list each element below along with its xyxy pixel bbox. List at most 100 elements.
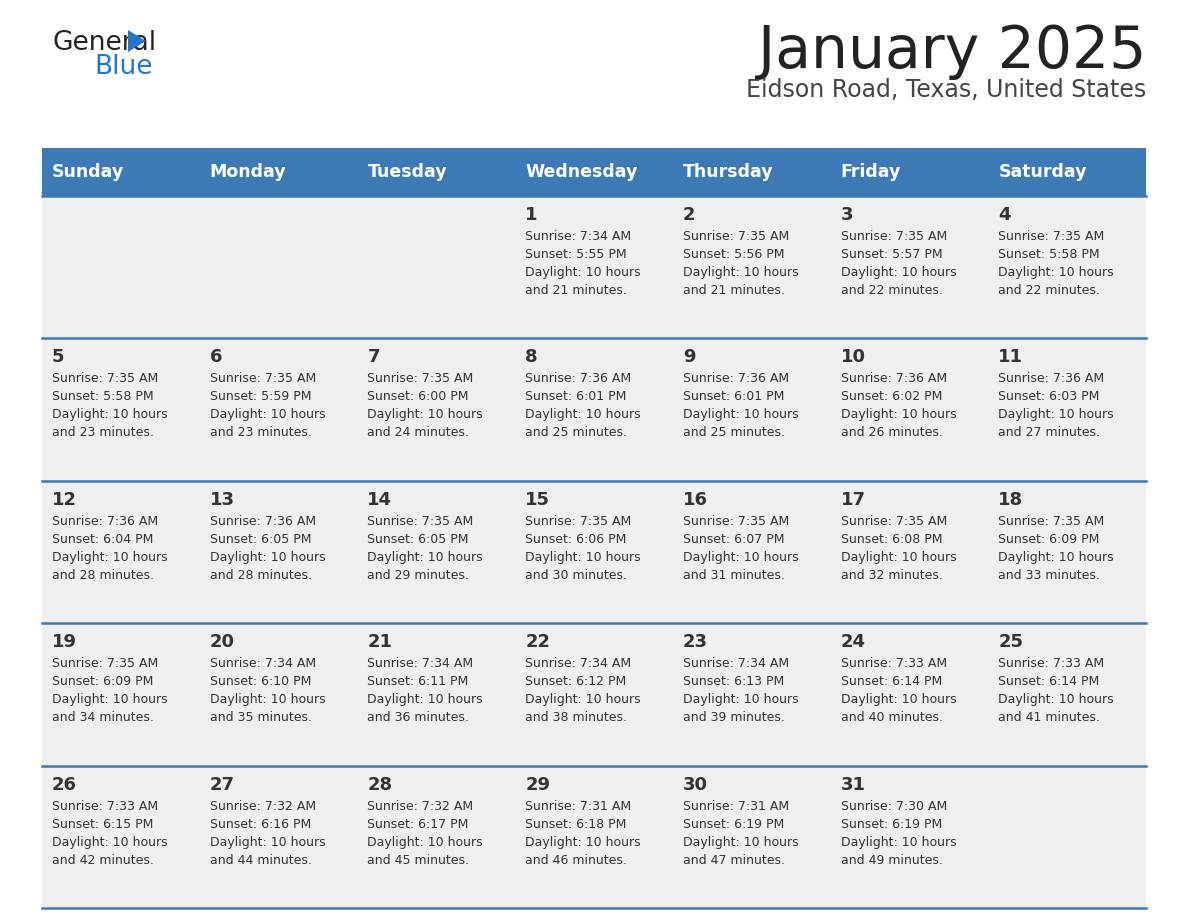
Text: Sunset: 6:02 PM: Sunset: 6:02 PM [841, 390, 942, 403]
Polygon shape [128, 30, 146, 52]
Text: and 49 minutes.: and 49 minutes. [841, 854, 942, 867]
Text: Sunrise: 7:35 AM: Sunrise: 7:35 AM [841, 515, 947, 528]
Text: and 45 minutes.: and 45 minutes. [367, 854, 469, 867]
Bar [42, 339, 200, 481]
Text: Daylight: 10 hours: Daylight: 10 hours [52, 409, 168, 421]
Text: Sunset: 6:13 PM: Sunset: 6:13 PM [683, 676, 784, 688]
Text: 22: 22 [525, 633, 550, 651]
Text: Sunset: 5:57 PM: Sunset: 5:57 PM [841, 248, 942, 261]
Text: Sunset: 6:10 PM: Sunset: 6:10 PM [210, 676, 311, 688]
Text: and 23 minutes.: and 23 minutes. [52, 426, 154, 440]
Text: Daylight: 10 hours: Daylight: 10 hours [52, 693, 168, 706]
Text: Sunrise: 7:34 AM: Sunrise: 7:34 AM [683, 657, 789, 670]
Text: 16: 16 [683, 491, 708, 509]
Bar [358, 196, 516, 339]
Text: Sunset: 6:17 PM: Sunset: 6:17 PM [367, 818, 469, 831]
Text: Sunset: 6:06 PM: Sunset: 6:06 PM [525, 532, 626, 546]
Text: and 38 minutes.: and 38 minutes. [525, 711, 627, 724]
Bar [672, 481, 830, 623]
Text: 9: 9 [683, 349, 695, 366]
Text: Sunset: 6:05 PM: Sunset: 6:05 PM [367, 532, 469, 546]
Bar [358, 339, 516, 481]
Text: Sunset: 5:56 PM: Sunset: 5:56 PM [683, 248, 784, 261]
Bar [200, 481, 358, 623]
Bar [516, 623, 672, 766]
Text: Sunrise: 7:35 AM: Sunrise: 7:35 AM [52, 657, 158, 670]
Bar [516, 148, 672, 196]
Text: Sunrise: 7:31 AM: Sunrise: 7:31 AM [525, 800, 631, 812]
Bar [200, 196, 358, 339]
Text: Tuesday: Tuesday [367, 163, 447, 181]
Bar [358, 766, 516, 908]
Text: 13: 13 [210, 491, 235, 509]
Text: Daylight: 10 hours: Daylight: 10 hours [998, 266, 1114, 279]
Text: Daylight: 10 hours: Daylight: 10 hours [841, 693, 956, 706]
Text: Sunrise: 7:35 AM: Sunrise: 7:35 AM [52, 373, 158, 386]
Text: Sunrise: 7:36 AM: Sunrise: 7:36 AM [525, 373, 631, 386]
Text: Friday: Friday [841, 163, 901, 181]
Text: Sunrise: 7:35 AM: Sunrise: 7:35 AM [998, 515, 1105, 528]
Text: and 22 minutes.: and 22 minutes. [841, 284, 942, 297]
Text: 19: 19 [52, 633, 77, 651]
Bar [830, 623, 988, 766]
Text: and 28 minutes.: and 28 minutes. [210, 569, 311, 582]
Text: 27: 27 [210, 776, 235, 793]
Text: Sunrise: 7:36 AM: Sunrise: 7:36 AM [683, 373, 789, 386]
Text: 23: 23 [683, 633, 708, 651]
Text: and 26 minutes.: and 26 minutes. [841, 426, 942, 440]
Text: Daylight: 10 hours: Daylight: 10 hours [841, 551, 956, 564]
Bar [42, 148, 200, 196]
Text: 21: 21 [367, 633, 392, 651]
Text: and 34 minutes.: and 34 minutes. [52, 711, 154, 724]
Text: and 27 minutes.: and 27 minutes. [998, 426, 1100, 440]
Text: Daylight: 10 hours: Daylight: 10 hours [210, 551, 326, 564]
Text: Sunrise: 7:33 AM: Sunrise: 7:33 AM [52, 800, 158, 812]
Bar [200, 148, 358, 196]
Text: Daylight: 10 hours: Daylight: 10 hours [683, 266, 798, 279]
Text: Sunset: 6:09 PM: Sunset: 6:09 PM [998, 532, 1100, 546]
Text: 8: 8 [525, 349, 538, 366]
Text: Daylight: 10 hours: Daylight: 10 hours [525, 409, 640, 421]
Bar [516, 766, 672, 908]
Text: Sunrise: 7:35 AM: Sunrise: 7:35 AM [841, 230, 947, 243]
Text: Sunrise: 7:36 AM: Sunrise: 7:36 AM [210, 515, 316, 528]
Text: 4: 4 [998, 206, 1011, 224]
Text: Daylight: 10 hours: Daylight: 10 hours [998, 551, 1114, 564]
Text: Sunset: 6:00 PM: Sunset: 6:00 PM [367, 390, 469, 403]
Bar [42, 196, 200, 339]
Bar [358, 148, 516, 196]
Text: 5: 5 [52, 349, 64, 366]
Text: 15: 15 [525, 491, 550, 509]
Text: Sunset: 6:05 PM: Sunset: 6:05 PM [210, 532, 311, 546]
Text: Wednesday: Wednesday [525, 163, 638, 181]
Text: Sunset: 6:19 PM: Sunset: 6:19 PM [841, 818, 942, 831]
Text: Sunset: 5:58 PM: Sunset: 5:58 PM [998, 248, 1100, 261]
Text: Daylight: 10 hours: Daylight: 10 hours [841, 409, 956, 421]
Bar [830, 339, 988, 481]
Text: Monday: Monday [210, 163, 286, 181]
Bar [516, 339, 672, 481]
Text: Daylight: 10 hours: Daylight: 10 hours [367, 551, 484, 564]
Bar [672, 623, 830, 766]
Text: 20: 20 [210, 633, 235, 651]
Bar [672, 339, 830, 481]
Text: Daylight: 10 hours: Daylight: 10 hours [683, 551, 798, 564]
Text: and 35 minutes.: and 35 minutes. [210, 711, 311, 724]
Text: and 44 minutes.: and 44 minutes. [210, 854, 311, 867]
Text: 31: 31 [841, 776, 866, 793]
Text: Sunrise: 7:35 AM: Sunrise: 7:35 AM [210, 373, 316, 386]
Text: and 42 minutes.: and 42 minutes. [52, 854, 154, 867]
Text: Daylight: 10 hours: Daylight: 10 hours [367, 409, 484, 421]
Text: Daylight: 10 hours: Daylight: 10 hours [210, 835, 326, 848]
Text: Blue: Blue [94, 54, 152, 80]
Text: Sunset: 5:59 PM: Sunset: 5:59 PM [210, 390, 311, 403]
Text: Sunset: 6:14 PM: Sunset: 6:14 PM [998, 676, 1100, 688]
Text: Sunset: 6:08 PM: Sunset: 6:08 PM [841, 532, 942, 546]
Bar [830, 766, 988, 908]
Text: 11: 11 [998, 349, 1023, 366]
Bar [200, 623, 358, 766]
Text: Daylight: 10 hours: Daylight: 10 hours [683, 693, 798, 706]
Text: 10: 10 [841, 349, 866, 366]
Text: Sunrise: 7:32 AM: Sunrise: 7:32 AM [367, 800, 474, 812]
Bar [830, 148, 988, 196]
